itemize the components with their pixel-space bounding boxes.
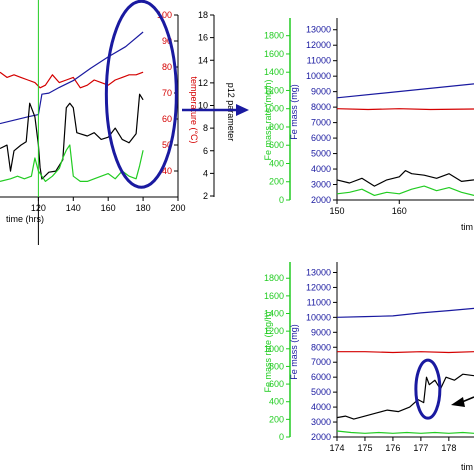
main-x-tick-label: 200 bbox=[170, 203, 185, 213]
main-series-black bbox=[0, 93, 144, 180]
tr-blue-tick-label: 4000 bbox=[311, 164, 331, 174]
tr-green-tick-label: 1400 bbox=[264, 67, 284, 77]
br-blue-tick-label: 13000 bbox=[306, 267, 331, 277]
main-red-tick-label: 40 bbox=[162, 166, 172, 176]
tr-blue-tick-label: 11000 bbox=[307, 56, 331, 66]
br-green-tick-label: 200 bbox=[269, 414, 284, 424]
tr-green-tick-label: 0 bbox=[279, 195, 284, 205]
tr-blue-tick-label: 9000 bbox=[311, 87, 331, 97]
main-red-tick-label: 70 bbox=[162, 88, 172, 98]
tr-blue-tick-label: 10000 bbox=[306, 71, 331, 81]
main-x-tick-label: 180 bbox=[136, 203, 151, 213]
br-blue-tick-label: 2000 bbox=[311, 432, 331, 442]
tr-blue-tick-label: 5000 bbox=[311, 149, 331, 159]
callout-arrow bbox=[451, 396, 474, 407]
tr-blue-tick-label: 3000 bbox=[311, 180, 331, 190]
main-x-label: time (hrs) bbox=[6, 214, 44, 224]
main-series-red bbox=[0, 71, 144, 89]
main-red-tick-label: 100 bbox=[157, 10, 172, 20]
main-black-tick-label: 14 bbox=[198, 55, 208, 65]
main-black-tick-label: 2 bbox=[203, 191, 208, 201]
main-series-blue bbox=[0, 31, 144, 125]
tr-green-tick-label: 400 bbox=[269, 158, 284, 168]
br-blue-tick-label: 6000 bbox=[311, 372, 331, 382]
br-green-tick-label: 800 bbox=[269, 361, 284, 371]
br-blue-tick-label: 3000 bbox=[311, 417, 331, 427]
br-green-tick-label: 1000 bbox=[264, 344, 284, 354]
main-black-tick-label: 12 bbox=[198, 78, 208, 88]
tr-series-blue bbox=[336, 83, 474, 99]
tr-x-label: tim bbox=[461, 222, 473, 232]
br-green-axis-label: Fe mass rate (mg/h) bbox=[263, 311, 273, 392]
br-blue-tick-label: 4000 bbox=[311, 402, 331, 412]
tr-blue-tick-label: 6000 bbox=[311, 133, 331, 143]
br-green-tick-label: 1800 bbox=[264, 273, 284, 283]
main-red-tick-label: 80 bbox=[162, 62, 172, 72]
main-red-tick-label: 50 bbox=[162, 140, 172, 150]
tr-blue-tick-label: 13000 bbox=[306, 25, 331, 35]
tr-x-tick-label: 160 bbox=[392, 206, 407, 216]
br-green-tick-label: 1400 bbox=[264, 309, 284, 319]
tr-blue-tick-label: 2000 bbox=[311, 195, 331, 205]
tr-blue-tick-label: 12000 bbox=[306, 40, 331, 50]
br-blue-tick-label: 7000 bbox=[311, 357, 331, 367]
br-series-green bbox=[336, 430, 474, 434]
main-black-tick-label: 8 bbox=[203, 123, 208, 133]
main-black-tick-label: 16 bbox=[198, 33, 208, 43]
br-x-tick-label: 177 bbox=[413, 443, 428, 453]
br-x-label: tim bbox=[461, 462, 473, 472]
tr-green-tick-label: 1800 bbox=[264, 31, 284, 41]
br-green-tick-label: 0 bbox=[279, 432, 284, 442]
br-blue-tick-label: 12000 bbox=[306, 282, 331, 292]
highlight-ellipse bbox=[104, 0, 178, 189]
br-x-tick-label: 178 bbox=[441, 443, 456, 453]
tr-series-black bbox=[336, 170, 474, 187]
main-x-tick-label: 160 bbox=[101, 203, 116, 213]
tr-green-tick-label: 1200 bbox=[264, 85, 284, 95]
main-series-green bbox=[0, 144, 144, 182]
main-black-axis-label: p12 parameter bbox=[226, 83, 236, 142]
tr-green-axis-label: Fe mass rate (mg/h) bbox=[263, 79, 273, 160]
main-red-tick-label: 90 bbox=[162, 36, 172, 46]
top-right-chart: 0 200 400 600 800 1000 1200 1400 1600 1800 2000 30… bbox=[263, 18, 474, 232]
bottom-right-chart: 0 200 400 600 800 1000 1200 1400 1600 1800 2000 30… bbox=[263, 262, 474, 472]
highlight-ellipse-small bbox=[414, 358, 442, 420]
tr-green-tick-label: 200 bbox=[269, 177, 284, 187]
br-x-tick-label: 175 bbox=[357, 443, 372, 453]
main-red-tick-label: 60 bbox=[162, 114, 172, 124]
tr-x-tick-label: 150 bbox=[329, 206, 344, 216]
br-blue-axis-label: Fe mass (mg) bbox=[289, 324, 299, 380]
tr-green-tick-label: 800 bbox=[269, 122, 284, 132]
br-blue-tick-label: 8000 bbox=[311, 342, 331, 352]
tr-series-red bbox=[336, 108, 474, 111]
br-x-tick-label: 176 bbox=[385, 443, 400, 453]
main-x-tick-label: 140 bbox=[66, 203, 81, 213]
tr-green-tick-label: 600 bbox=[269, 140, 284, 150]
br-series-blue bbox=[336, 307, 474, 318]
pointer-arrow bbox=[182, 104, 249, 116]
tr-blue-axis-label: Fe mass (mg) bbox=[289, 84, 299, 140]
main-black-tick-label: 10 bbox=[198, 101, 208, 111]
tr-series-green bbox=[336, 185, 474, 196]
tr-green-tick-label: 1600 bbox=[264, 49, 284, 59]
tr-green-tick-label: 1000 bbox=[264, 104, 284, 114]
br-green-tick-label: 1200 bbox=[264, 326, 284, 336]
br-x-tick-label: 174 bbox=[329, 443, 344, 453]
br-blue-tick-label: 5000 bbox=[311, 387, 331, 397]
main-black-tick-label: 4 bbox=[203, 168, 208, 178]
br-series-black bbox=[336, 373, 474, 420]
tr-blue-tick-label: 8000 bbox=[311, 102, 331, 112]
br-blue-tick-label: 11000 bbox=[307, 297, 331, 307]
tr-blue-tick-label: 7000 bbox=[311, 118, 331, 128]
br-series-red bbox=[337, 351, 474, 354]
br-green-tick-label: 600 bbox=[269, 379, 284, 389]
br-green-tick-label: 1600 bbox=[264, 291, 284, 301]
br-blue-tick-label: 10000 bbox=[306, 312, 331, 322]
br-green-tick-label: 400 bbox=[269, 397, 284, 407]
main-black-tick-label: 6 bbox=[203, 146, 208, 156]
main-black-tick-label: 18 bbox=[198, 10, 208, 20]
br-blue-tick-label: 9000 bbox=[311, 327, 331, 337]
